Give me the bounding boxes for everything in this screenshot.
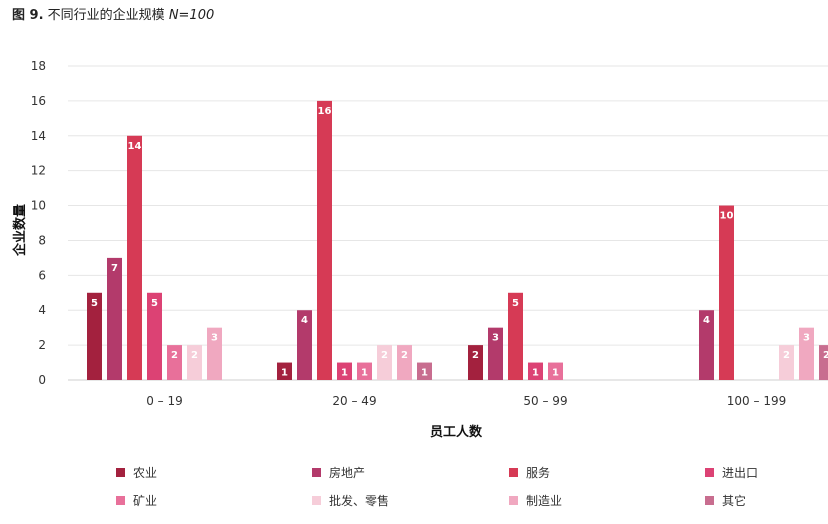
bar-value-label: 1 [341, 368, 348, 379]
bar [357, 362, 372, 380]
y-tick-label: 8 [38, 233, 46, 247]
y-tick-label: 16 [31, 94, 46, 108]
bar-value-label: 4 [301, 315, 308, 326]
bar [87, 292, 102, 380]
bar [799, 327, 814, 380]
legend-item: 房地产 [312, 465, 365, 480]
legend-swatch [116, 468, 125, 477]
bar-value-label: 1 [421, 368, 428, 379]
figure-title: 图 9. 不同行业的企业规模 N=100 [12, 4, 214, 23]
x-axis-ticks: 0 – 19 20 – 49 50 – 99 100 – 199 [146, 394, 786, 408]
y-tick-label: 4 [38, 303, 46, 317]
legend-label: 房地产 [329, 465, 365, 480]
bar [297, 310, 312, 380]
bar [548, 362, 563, 380]
legend-item: 进出口 [705, 466, 758, 480]
legend-item: 制造业 [509, 494, 562, 508]
bar-value-label: 3 [803, 333, 810, 344]
y-tick-label: 2 [38, 338, 46, 352]
bar-value-label: 2 [171, 350, 178, 361]
bar [819, 345, 828, 380]
bar [317, 100, 332, 380]
y-tick-label: 14 [31, 129, 46, 143]
x-tick-label: 50 – 99 [523, 394, 567, 408]
bar-value-label: 5 [91, 298, 98, 309]
bar [417, 362, 432, 380]
legend-label: 农业 [133, 466, 157, 480]
legend-item: 服务 [509, 465, 550, 480]
bar [468, 345, 483, 380]
bar-value-label: 1 [281, 368, 288, 379]
legend-item: 其它 [705, 493, 746, 508]
legend-item: 农业 [116, 466, 157, 480]
legend-label: 进出口 [722, 466, 758, 480]
bar-value-label: 4 [703, 315, 710, 326]
bar [397, 345, 412, 380]
bar [127, 135, 142, 380]
bar-value-label: 2 [381, 350, 388, 361]
bar [719, 205, 734, 380]
bar [337, 362, 352, 380]
y-tick-label: 12 [31, 164, 46, 178]
bar-value-label: 3 [492, 333, 499, 344]
sample-size-note: N=100 [168, 8, 215, 23]
bar [699, 310, 714, 380]
bar [207, 327, 222, 380]
y-tick-label: 18 [31, 59, 46, 73]
figure-title-text: 不同行业的企业规模 [47, 8, 165, 23]
x-tick-label: 0 – 19 [146, 394, 183, 408]
x-tick-label: 20 – 49 [332, 394, 376, 408]
bar-value-label: 16 [318, 106, 332, 117]
figure-label: 图 9. [12, 8, 44, 23]
y-axis-title: 企业数量 [12, 204, 28, 257]
legend-swatch [312, 496, 321, 505]
bar [147, 292, 162, 380]
bar-value-label: 2 [401, 350, 408, 361]
bar-value-label: 2 [191, 350, 198, 361]
y-tick-label: 10 [31, 199, 46, 213]
legend-label: 制造业 [526, 494, 562, 508]
legend-label: 服务 [526, 465, 550, 480]
legend-label: 其它 [722, 493, 746, 508]
y-tick-label: 0 [38, 373, 46, 387]
legend-swatch [509, 468, 518, 477]
bar [508, 292, 523, 380]
bar [528, 362, 543, 380]
bar-value-label: 10 [720, 211, 734, 222]
bar [377, 345, 392, 380]
legend-swatch [116, 496, 125, 505]
bar-value-label: 14 [128, 141, 142, 152]
bar [167, 345, 182, 380]
bar [488, 327, 503, 380]
bar-value-label: 2 [783, 350, 790, 361]
bar [187, 345, 202, 380]
legend-label: 矿业 [133, 494, 157, 508]
legend-swatch [705, 496, 714, 505]
y-axis-ticks: 0 2 4 6 8 10 12 14 16 18 [31, 59, 46, 387]
bar-value-label: 1 [361, 368, 368, 379]
legend-swatch [312, 468, 321, 477]
y-tick-label: 6 [38, 268, 46, 282]
bar-value-label: 5 [151, 298, 158, 309]
bar-value-label: 2 [823, 350, 828, 361]
legend-item: 批发、零售 [312, 493, 389, 508]
x-axis-title: 员工人数 [430, 424, 483, 440]
bar-value-label: 7 [111, 263, 118, 274]
legend-swatch [705, 468, 714, 477]
bar [107, 257, 122, 380]
bar-value-label: 5 [512, 298, 519, 309]
legend-item: 矿业 [116, 494, 157, 508]
bar-value-label: 2 [472, 350, 479, 361]
bar-value-label: 1 [532, 368, 539, 379]
bar-value-label: 3 [211, 333, 218, 344]
x-tick-label: 100 – 199 [727, 394, 786, 408]
legend-swatch [509, 496, 518, 505]
bar [779, 345, 794, 380]
legend-label: 批发、零售 [329, 493, 389, 508]
bar [277, 362, 292, 380]
bar-value-label: 1 [552, 368, 559, 379]
